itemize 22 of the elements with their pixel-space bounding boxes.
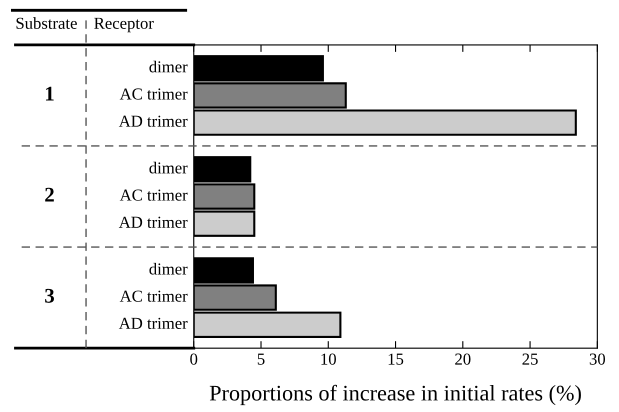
- text: dimer: [149, 262, 188, 275]
- x-tick-label: 20: [455, 353, 471, 365]
- y-tick-label: 1: [46, 86, 54, 100]
- x-tick-label: 30: [590, 353, 606, 365]
- text: AD trimer: [118, 216, 188, 228]
- series-label: AD trimer: [118, 116, 188, 127]
- x-tick-label: 15: [388, 354, 404, 365]
- legend-label: dimer: [149, 60, 188, 72]
- y-tick-label: 3: [45, 288, 54, 303]
- text: Receptor: [94, 18, 154, 32]
- y-tick-label: 2: [45, 188, 54, 202]
- x-axis-title: Proportions of increase in initial rates (%): [210, 384, 581, 406]
- x-tick-label: 25: [522, 354, 538, 365]
- x-tick-label: 10: [321, 353, 336, 365]
- text: Substrate: [16, 17, 77, 29]
- text: dimer: [149, 162, 188, 174]
- text: AD trimer: [118, 318, 188, 329]
- x-tick-label: 0: [190, 353, 198, 365]
- text: AC trimer: [120, 290, 188, 302]
- series-label: AC trimer: [120, 88, 188, 100]
- x-tick-label: 5: [258, 354, 265, 365]
- text: AC trimer: [120, 189, 188, 201]
